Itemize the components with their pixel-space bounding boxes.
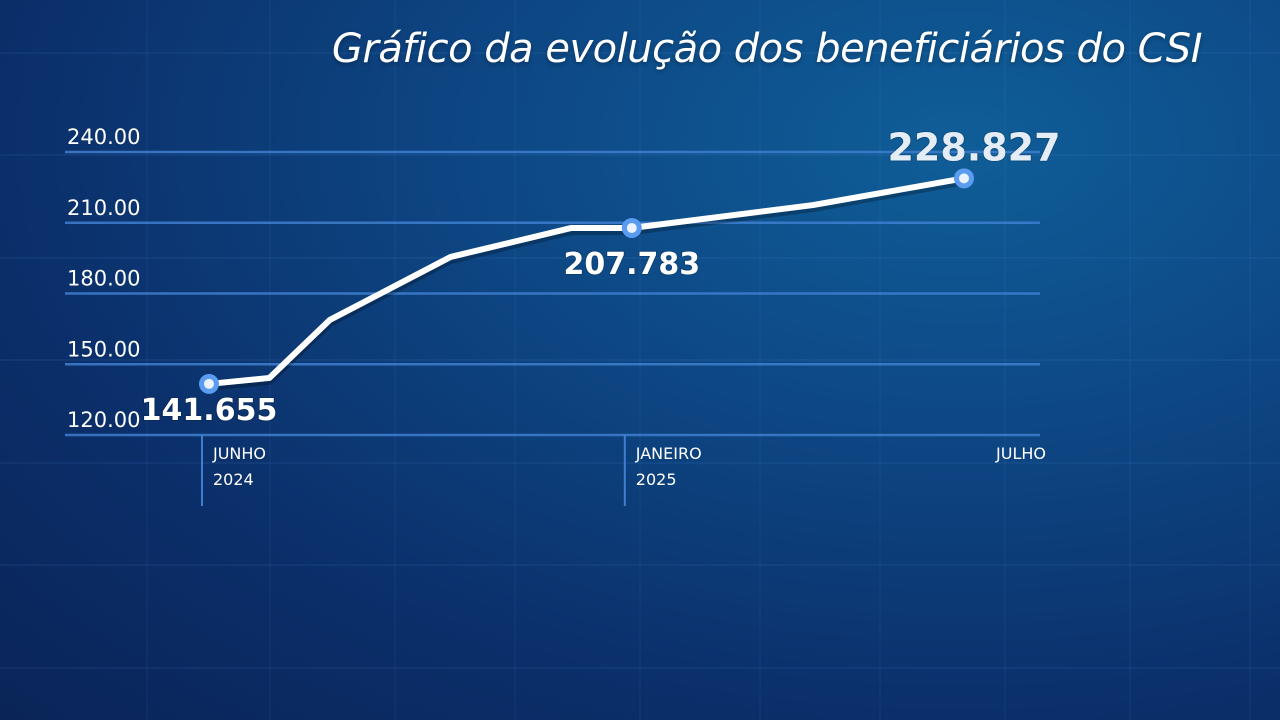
y-tick-label: 240.00: [67, 125, 140, 149]
y-tick-label: 210.00: [67, 196, 140, 220]
x-tick-label-year: 2024: [213, 470, 254, 489]
data-point-marker-center: [204, 378, 214, 389]
data-point-marker-center: [959, 173, 969, 184]
data-label: 207.783: [563, 247, 700, 282]
series-line: [206, 175, 967, 387]
x-tick-label: JULHO: [995, 444, 1046, 463]
y-tick-label: 120.00: [67, 408, 140, 432]
y-tick-label: 150.00: [67, 337, 140, 361]
x-tick-label: JUNHO: [212, 444, 266, 463]
chart-title: Gráfico da evolução dos beneficiários do…: [331, 26, 1203, 72]
y-tick-label: 180.00: [67, 267, 140, 291]
data-point-marker-center: [626, 222, 637, 233]
x-tick-label: JANEIRO: [635, 444, 702, 463]
data-label: 141.655: [141, 393, 278, 428]
series-line-shadow: [208, 177, 965, 391]
x-tick-label-year: 2025: [636, 470, 677, 489]
data-label: 228.827: [887, 125, 1060, 169]
